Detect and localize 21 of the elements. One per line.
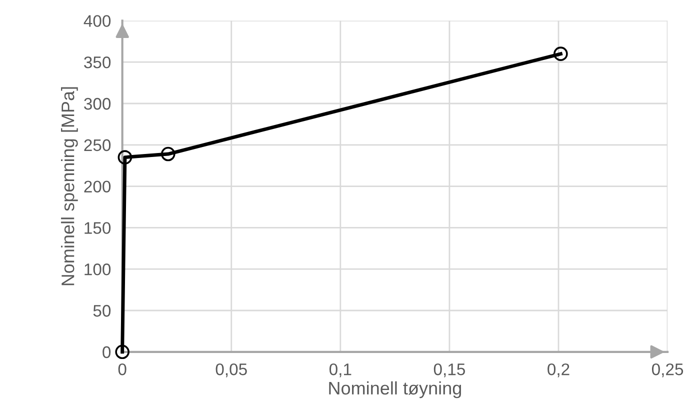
y-tick-label: 100 <box>84 264 111 276</box>
point <box>118 150 132 164</box>
y-tick-label: 250 <box>84 139 111 152</box>
y-tick-label: 400 <box>84 15 111 27</box>
point <box>115 344 130 360</box>
y-tick-label: 200 <box>84 180 111 193</box>
x-tick-label: 0,15 <box>434 363 465 378</box>
y-tick-label: 50 <box>93 304 111 317</box>
x-tick-label: 0,05 <box>216 363 247 378</box>
point <box>160 146 176 162</box>
x-tick-label: 0 <box>118 363 126 376</box>
x-axis-title: Nominell tøyning <box>329 381 462 398</box>
y-tick-label: 300 <box>84 98 111 110</box>
y-tick-label: 350 <box>84 56 111 68</box>
x-tick-label: 0,25 <box>652 363 684 378</box>
x-tick-label: 0,2 <box>548 363 570 378</box>
x-tick-label: 0,1 <box>329 363 352 378</box>
y-tick-label: 150 <box>84 222 111 234</box>
y-tick-label: 0 <box>102 346 111 358</box>
point <box>554 46 568 61</box>
y-axis-title: Nominell spenning [MPa] <box>61 87 78 286</box>
